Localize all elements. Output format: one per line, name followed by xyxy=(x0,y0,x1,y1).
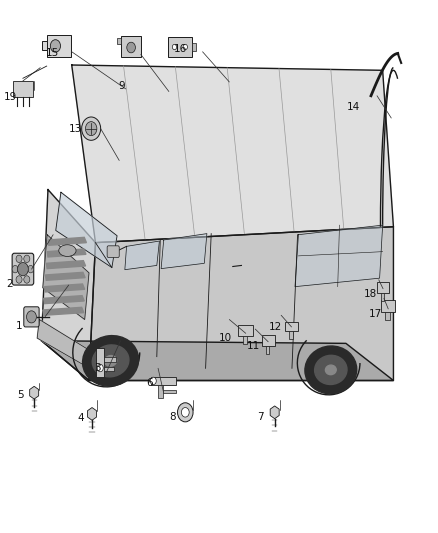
Circle shape xyxy=(12,265,18,273)
Polygon shape xyxy=(89,227,393,381)
Polygon shape xyxy=(45,284,85,292)
Polygon shape xyxy=(47,249,86,257)
Polygon shape xyxy=(125,241,159,270)
Bar xyxy=(151,377,176,385)
Text: 17: 17 xyxy=(369,309,382,319)
Circle shape xyxy=(24,255,30,263)
Ellipse shape xyxy=(305,346,357,394)
Text: 3: 3 xyxy=(94,364,101,373)
Polygon shape xyxy=(161,233,207,269)
Bar xyxy=(262,335,275,346)
Ellipse shape xyxy=(83,336,138,386)
Polygon shape xyxy=(42,341,393,381)
Bar xyxy=(377,282,389,293)
Bar xyxy=(47,35,71,57)
Polygon shape xyxy=(46,272,85,280)
Ellipse shape xyxy=(314,356,347,384)
Polygon shape xyxy=(44,296,84,304)
Text: 18: 18 xyxy=(364,289,377,299)
Circle shape xyxy=(16,276,22,283)
Ellipse shape xyxy=(59,245,76,256)
Text: 13: 13 xyxy=(68,124,81,134)
Text: 4: 4 xyxy=(78,413,84,423)
Bar xyxy=(385,312,390,319)
Text: 1: 1 xyxy=(16,321,23,331)
Text: 10: 10 xyxy=(219,333,233,343)
Bar xyxy=(168,37,192,57)
Circle shape xyxy=(28,265,34,273)
Circle shape xyxy=(127,42,135,53)
Text: 12: 12 xyxy=(269,322,282,332)
Polygon shape xyxy=(30,386,39,399)
Text: 11: 11 xyxy=(247,341,261,351)
Circle shape xyxy=(81,117,101,140)
Bar xyxy=(381,293,384,301)
Circle shape xyxy=(177,403,193,422)
Text: 6: 6 xyxy=(147,378,153,388)
Bar xyxy=(265,346,269,354)
Bar xyxy=(286,321,297,331)
Circle shape xyxy=(18,263,28,276)
Text: 8: 8 xyxy=(170,412,176,422)
Bar xyxy=(104,367,114,371)
Bar xyxy=(42,42,47,51)
Circle shape xyxy=(97,365,103,372)
Bar xyxy=(243,336,247,344)
Circle shape xyxy=(50,39,60,52)
Circle shape xyxy=(16,255,22,263)
Polygon shape xyxy=(88,408,96,420)
Bar xyxy=(381,300,395,312)
Bar xyxy=(158,385,163,398)
Bar xyxy=(104,357,116,362)
Circle shape xyxy=(85,122,97,135)
Text: 16: 16 xyxy=(174,44,187,54)
Circle shape xyxy=(183,44,187,50)
Circle shape xyxy=(181,408,189,417)
Bar xyxy=(117,38,121,44)
Bar xyxy=(289,331,293,339)
Text: 5: 5 xyxy=(17,390,24,400)
Circle shape xyxy=(27,311,36,323)
Bar xyxy=(121,36,141,57)
Polygon shape xyxy=(72,65,393,243)
Bar xyxy=(238,325,253,336)
Polygon shape xyxy=(37,319,91,367)
Text: 19: 19 xyxy=(4,92,18,102)
Circle shape xyxy=(24,276,30,283)
Bar xyxy=(96,348,104,377)
Polygon shape xyxy=(42,190,95,381)
Text: 7: 7 xyxy=(257,412,264,422)
Text: 9: 9 xyxy=(118,81,125,91)
Polygon shape xyxy=(46,261,85,269)
Polygon shape xyxy=(56,192,117,268)
Bar xyxy=(192,43,196,51)
Circle shape xyxy=(172,44,177,50)
Text: 14: 14 xyxy=(346,102,360,112)
Ellipse shape xyxy=(92,345,129,377)
FancyBboxPatch shape xyxy=(24,307,39,327)
FancyBboxPatch shape xyxy=(12,253,34,285)
Circle shape xyxy=(150,377,156,385)
Polygon shape xyxy=(48,237,86,245)
Text: 2: 2 xyxy=(6,279,13,289)
Ellipse shape xyxy=(325,365,336,375)
Polygon shape xyxy=(270,406,279,419)
Text: 15: 15 xyxy=(46,48,59,58)
Ellipse shape xyxy=(105,356,117,366)
Polygon shape xyxy=(295,225,383,287)
Bar xyxy=(163,390,176,393)
Polygon shape xyxy=(43,235,89,319)
FancyBboxPatch shape xyxy=(107,246,119,257)
Polygon shape xyxy=(43,308,84,316)
Bar xyxy=(13,81,33,97)
